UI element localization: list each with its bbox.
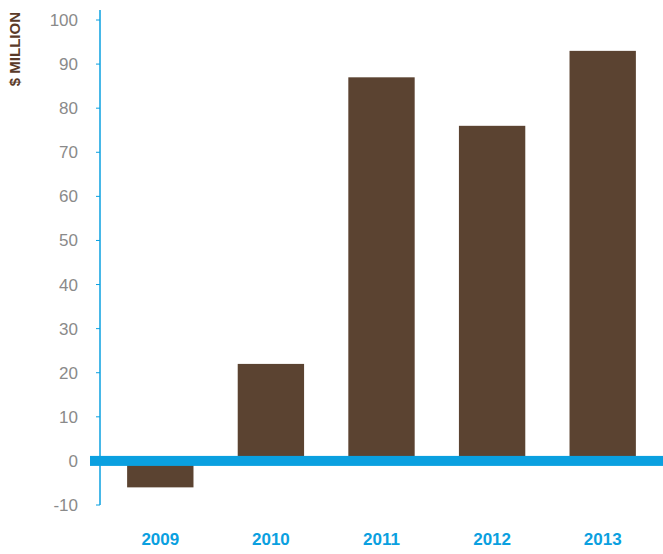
- y-tick-label: 90: [59, 55, 78, 74]
- y-tick-label: 30: [59, 320, 78, 339]
- y-tick-label: 80: [59, 99, 78, 118]
- y-tick: [96, 328, 100, 329]
- y-tick: [96, 284, 100, 285]
- bar: [348, 77, 414, 461]
- y-tick: [96, 505, 100, 506]
- x-tick-label: 2009: [141, 530, 179, 549]
- y-tick-label: -10: [53, 496, 78, 515]
- y-axis-line: [99, 10, 101, 505]
- y-tick-label: 10: [59, 408, 78, 427]
- y-tick: [96, 416, 100, 417]
- y-tick: [96, 64, 100, 65]
- x-tick-label: 2012: [473, 530, 511, 549]
- x-tick-label: 2010: [252, 530, 290, 549]
- y-tick-label: 60: [59, 187, 78, 206]
- bar: [459, 126, 525, 461]
- bar: [238, 364, 304, 461]
- x-tick-label: 2013: [584, 530, 622, 549]
- chart: $ MILLION -10 0 10 20 30 40 50 60 70 80 90 100 2009 20…: [0, 0, 663, 554]
- y-tick: [96, 372, 100, 373]
- y-tick: [96, 240, 100, 241]
- y-tick-label: 20: [59, 364, 78, 383]
- y-tick-label: 40: [59, 276, 78, 295]
- y-tick-label: 0: [69, 452, 78, 471]
- y-tick: [96, 108, 100, 109]
- y-axis-title: $ MILLION: [6, 12, 23, 86]
- y-tick-label: 70: [59, 143, 78, 162]
- y-tick-label: 50: [59, 231, 78, 250]
- y-tick: [96, 196, 100, 197]
- y-tick: [96, 152, 100, 153]
- zero-line: [90, 456, 663, 466]
- bar: [570, 51, 636, 461]
- y-tick-label: 100: [50, 11, 78, 30]
- y-tick: [96, 20, 100, 21]
- x-tick-label: 2011: [363, 530, 400, 549]
- bars: [127, 51, 636, 488]
